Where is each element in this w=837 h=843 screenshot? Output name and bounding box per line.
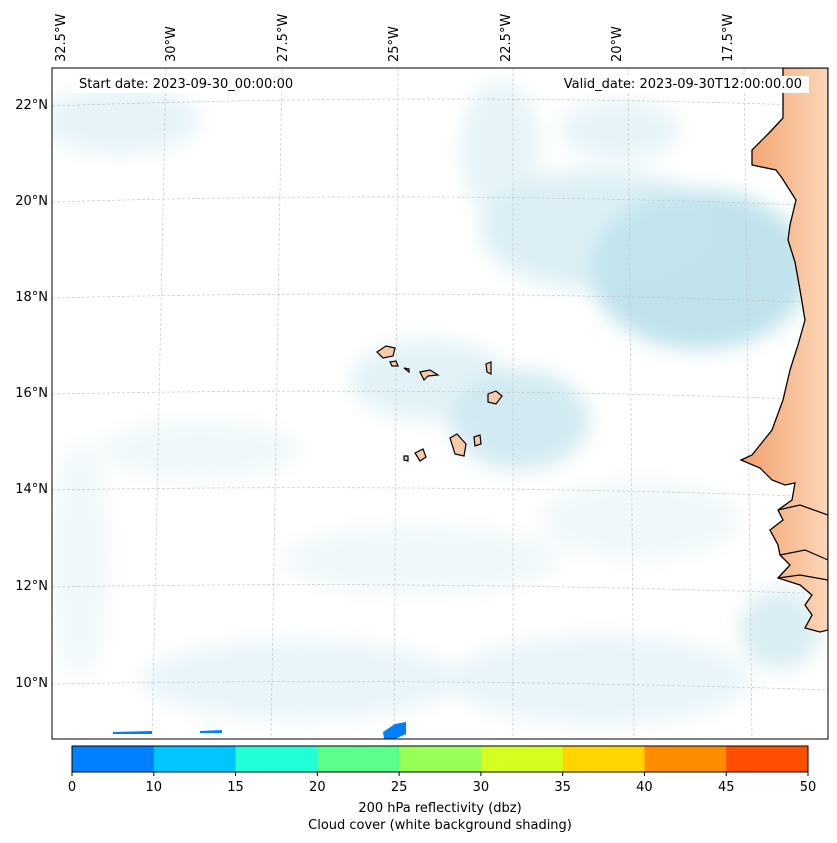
colorbar-segment	[317, 746, 400, 772]
colorbar-label-line2: Cloud cover (white background shading)	[308, 818, 572, 833]
island-santa-luzia	[403, 367, 410, 374]
colorbar-tick-label: 25	[390, 780, 408, 795]
lon-label: 30°W	[164, 26, 179, 62]
island-sal	[485, 361, 492, 375]
map-frame	[51, 67, 829, 740]
lat-label: 18°N	[15, 290, 48, 305]
reflectivity-patch	[383, 722, 406, 739]
colorbar-tick-label: 15	[227, 780, 244, 795]
senegal-border	[777, 504, 828, 581]
lon-label: 17.5°W	[721, 13, 736, 62]
lat-label: 20°N	[15, 194, 48, 209]
lat-label: 14°N	[15, 482, 48, 497]
island-santo-antao	[376, 345, 396, 359]
reflectivity-returns	[113, 722, 406, 739]
island-sao-nicolau	[419, 369, 440, 382]
colorbar-tick-label: 30	[472, 780, 490, 795]
colorbar	[71, 745, 809, 776]
reflectivity-patch	[200, 730, 222, 733]
colorbar-segment	[399, 746, 482, 772]
colorbar-tick-label: 10	[145, 780, 163, 795]
colorbar-segment	[726, 746, 809, 772]
colorbar-tick-label: 45	[717, 780, 735, 795]
lat-label: 16°N	[15, 386, 48, 401]
reflectivity-patch	[113, 731, 152, 734]
lat-label: 22°N	[15, 98, 48, 113]
africa-coast	[739, 68, 828, 633]
colorbar-segment	[72, 746, 155, 772]
cloud-cover-shading	[52, 80, 820, 725]
colorbar-tick-label: 20	[309, 780, 326, 795]
colorbar-tick-label: 50	[799, 780, 817, 795]
colorbar-segment	[153, 746, 237, 772]
colorbar-segment	[562, 746, 645, 772]
colorbar-tick-label: 40	[636, 780, 653, 795]
valid-date-label: Valid_date: 2023-09-30T12:00:00.00	[556, 76, 809, 93]
lon-label: 27.5°W	[276, 13, 291, 62]
colorbar-frame	[71, 745, 809, 773]
colorbar-segment	[480, 746, 564, 772]
island-maio	[473, 434, 482, 447]
lat-label: 10°N	[15, 676, 48, 691]
lat-label: 12°N	[15, 579, 48, 594]
colorbar-label-line1: 200 hPa reflectivity (dbz)	[358, 801, 522, 816]
colorbar-tick-label: 0	[67, 780, 77, 795]
colorbar-tick-label: 35	[554, 780, 571, 795]
lon-label: 25°W	[387, 26, 402, 62]
colorbar-segment	[644, 746, 727, 772]
lon-label: 32.5°W	[54, 13, 69, 62]
island-sao-vicente	[389, 360, 399, 367]
start-date-label: Start date: 2023-09-30_00:00:00	[72, 76, 301, 93]
graticule	[52, 68, 828, 739]
island-fogo	[414, 448, 427, 462]
island-brava	[403, 455, 409, 462]
island-santiago	[449, 433, 467, 457]
lon-label: 20°W	[610, 26, 625, 62]
island-boa-vista	[487, 390, 503, 405]
lon-label: 22.5°W	[499, 13, 514, 62]
cape-verde-islands	[376, 345, 503, 462]
colorbar-segment	[235, 746, 318, 772]
